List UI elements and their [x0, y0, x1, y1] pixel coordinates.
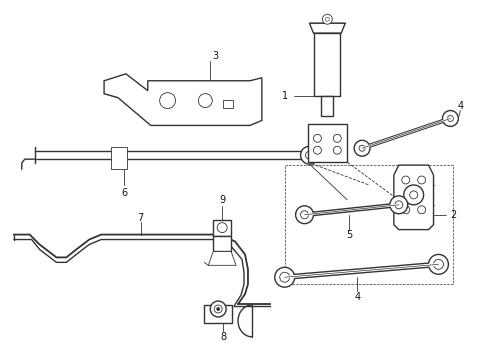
Polygon shape: [394, 165, 434, 230]
Bar: [223, 100, 233, 108]
Circle shape: [306, 151, 314, 159]
Circle shape: [390, 196, 408, 214]
Circle shape: [402, 206, 410, 214]
Circle shape: [217, 223, 227, 233]
Circle shape: [314, 146, 321, 154]
Polygon shape: [104, 74, 262, 125]
Bar: [204, 305, 232, 323]
Circle shape: [314, 134, 321, 142]
Text: 1: 1: [282, 91, 288, 101]
Circle shape: [214, 305, 222, 313]
Circle shape: [333, 134, 341, 142]
Bar: [308, 125, 347, 162]
Circle shape: [325, 17, 329, 21]
Text: 4: 4: [457, 100, 464, 111]
Bar: [321, 96, 333, 116]
Circle shape: [300, 146, 318, 164]
Text: 7: 7: [138, 213, 144, 223]
Circle shape: [447, 116, 453, 121]
Circle shape: [198, 94, 212, 108]
Circle shape: [395, 201, 403, 209]
Circle shape: [429, 255, 448, 274]
Bar: [213, 235, 231, 251]
Polygon shape: [208, 251, 236, 265]
Circle shape: [434, 260, 443, 269]
Circle shape: [295, 206, 314, 224]
Text: 4: 4: [354, 292, 360, 302]
Bar: [111, 147, 127, 169]
Circle shape: [160, 93, 175, 109]
Circle shape: [275, 267, 294, 287]
Text: 6: 6: [121, 188, 127, 198]
Circle shape: [333, 146, 341, 154]
Bar: [213, 220, 231, 235]
Circle shape: [402, 176, 410, 184]
Circle shape: [442, 111, 458, 126]
Text: 9: 9: [219, 195, 225, 205]
Circle shape: [322, 14, 332, 24]
Text: 3: 3: [212, 51, 218, 61]
Circle shape: [410, 191, 417, 199]
Circle shape: [354, 140, 370, 156]
Text: 2: 2: [450, 210, 457, 220]
Circle shape: [359, 145, 365, 151]
Circle shape: [280, 272, 290, 282]
Polygon shape: [310, 23, 345, 33]
Text: 8: 8: [220, 332, 226, 342]
Circle shape: [404, 185, 424, 205]
Text: 5: 5: [346, 230, 352, 239]
Bar: [315, 33, 340, 96]
Circle shape: [417, 206, 426, 214]
Circle shape: [300, 211, 309, 219]
Circle shape: [210, 301, 226, 317]
Circle shape: [217, 307, 220, 310]
Circle shape: [417, 176, 426, 184]
